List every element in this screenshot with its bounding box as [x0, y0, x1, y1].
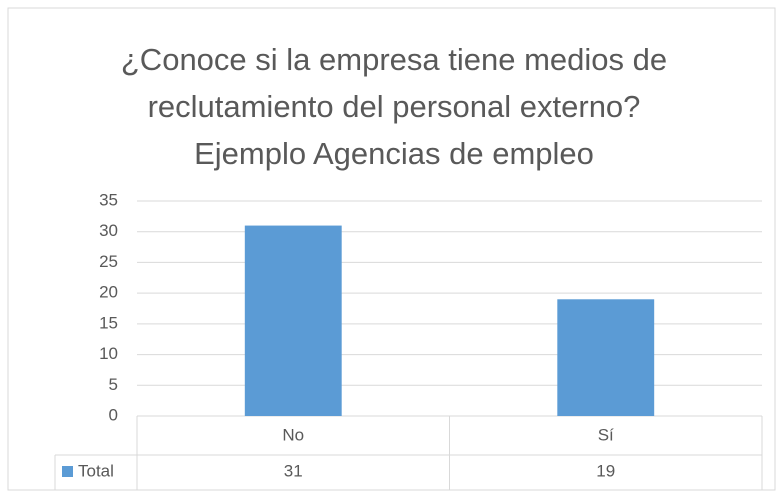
bar	[244, 225, 342, 416]
y-tick-label: 5	[109, 375, 118, 394]
x-tick-label: No	[282, 425, 304, 444]
bar	[557, 299, 655, 416]
y-tick-label: 15	[99, 313, 118, 332]
y-tick-label: 20	[99, 283, 118, 302]
legend-label: Total	[78, 461, 114, 480]
y-tick-label: 35	[99, 190, 118, 209]
x-tick-label: Sí	[598, 425, 614, 444]
chart-title: Ejemplo Agencias de empleo	[194, 136, 594, 171]
y-tick-label: 25	[99, 252, 118, 271]
y-tick-label: 30	[99, 221, 118, 240]
table-value: 31	[284, 461, 303, 480]
chart-title: ¿Conoce si la empresa tiene medios de	[121, 42, 667, 77]
y-tick-label: 0	[109, 405, 118, 424]
chart-border	[7, 7, 776, 491]
table-value: 19	[596, 461, 615, 480]
chart-title: reclutamiento del personal externo?	[148, 89, 641, 124]
y-tick-label: 10	[99, 344, 118, 363]
legend-key	[62, 466, 73, 477]
